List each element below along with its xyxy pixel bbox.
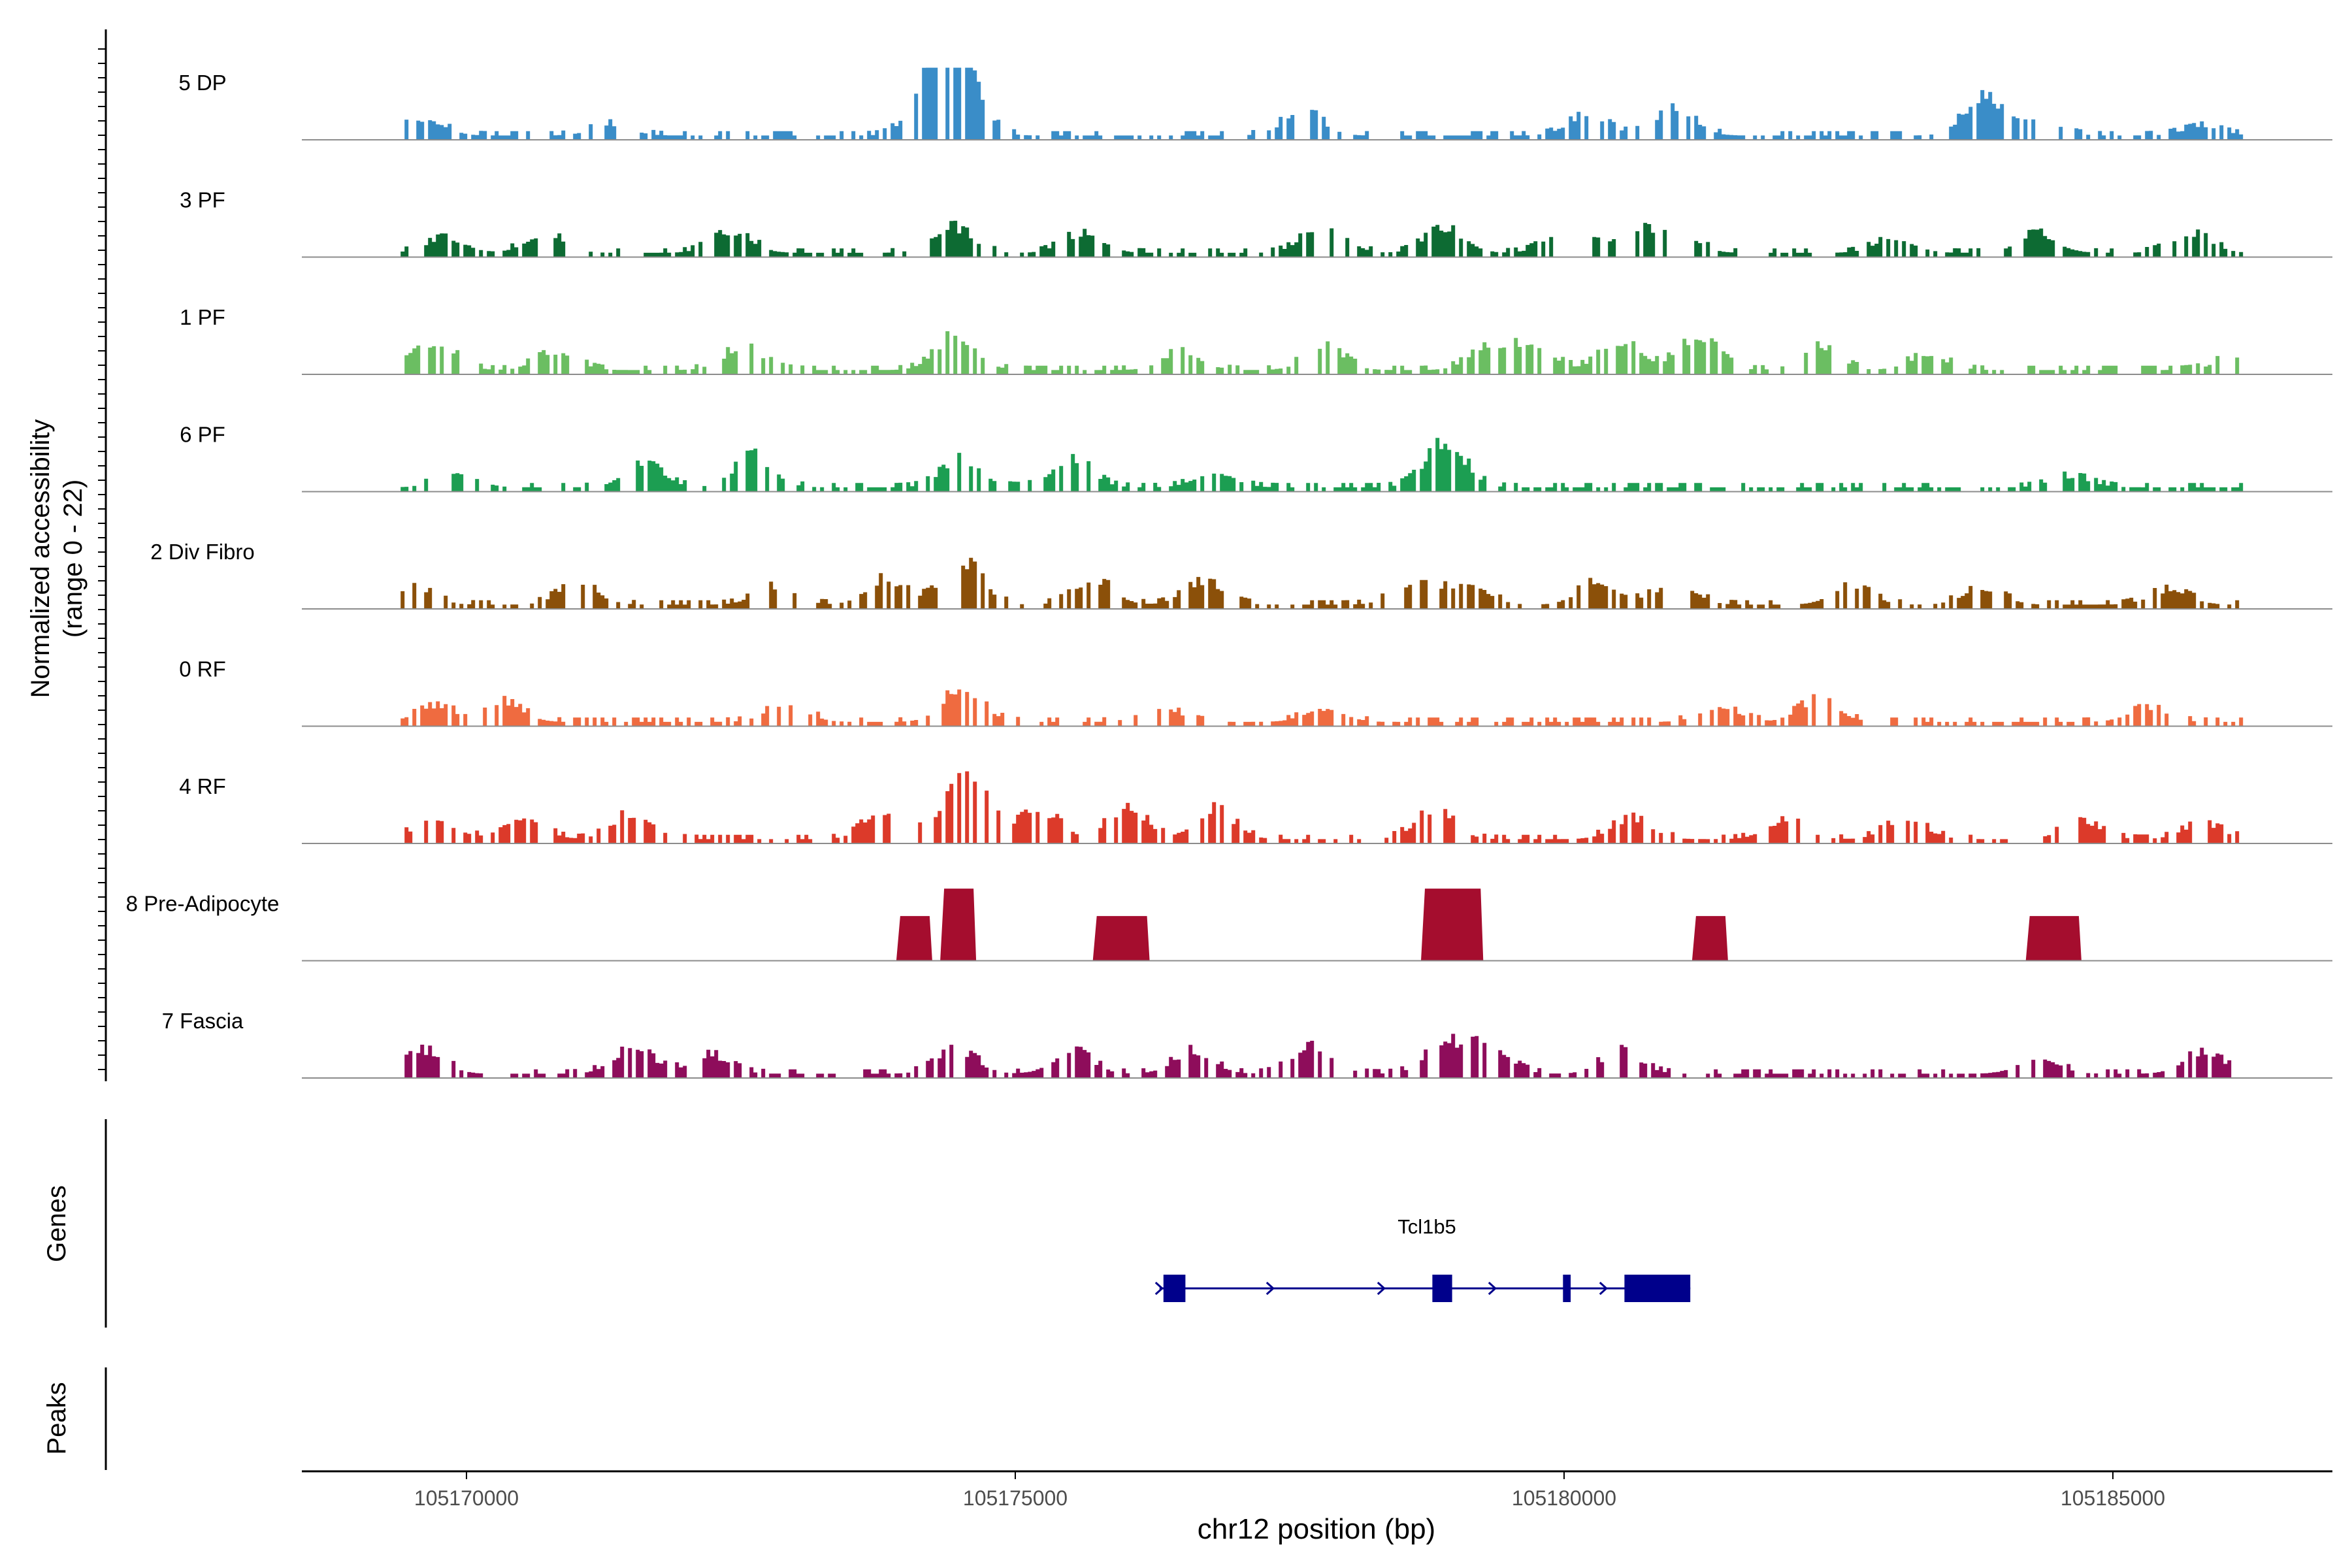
coverage-area — [404, 67, 2244, 140]
genes-panel: Genes Tcl1b5 — [42, 1119, 1691, 1328]
track-label: 1 PF — [180, 305, 225, 329]
x-axis-ticks: 105170000 105175000 105180000 105185000 — [414, 1471, 2165, 1510]
track-label: 0 RF — [179, 657, 226, 681]
x-axis-tick-label: 105185000 — [2061, 1486, 2165, 1510]
coverage-area — [400, 557, 2240, 609]
track-7-fascia: 7 Fascia — [162, 1009, 2332, 1079]
track-6-pf: 6 PF — [180, 423, 2332, 493]
y-axis: Normalized accessibility (range 0 - 22) — [26, 29, 107, 1081]
track-8-pre-adipocyte: 8 Pre-Adipocyte — [126, 889, 2332, 962]
coverage-area — [400, 220, 2244, 257]
coverage-area — [400, 438, 2244, 492]
x-axis-tick-label: 105180000 — [1512, 1486, 1616, 1510]
track-label: 6 PF — [180, 423, 225, 447]
strand-arrow — [1488, 1281, 1497, 1296]
gene-exon — [1163, 1275, 1186, 1302]
x-axis-tick-label: 105170000 — [414, 1486, 519, 1510]
track-label: 3 PF — [180, 188, 225, 212]
accessibility-tracks: 5 DP 3 PF 1 PF 6 PF 2 Div Fibro 0 RF 4 RF 8 Pre… — [126, 67, 2332, 1079]
coverage-area — [404, 771, 2240, 843]
gene-exon — [1624, 1275, 1691, 1302]
track-2-div-fibro: 2 Div Fibro — [150, 540, 2332, 610]
strand-arrow — [1154, 1281, 1164, 1296]
strand-arrow — [1599, 1281, 1609, 1296]
y-axis-ticks — [98, 48, 106, 1070]
peaks-panel-label: Peaks — [42, 1382, 71, 1454]
gene-label: Tcl1b5 — [1397, 1215, 1456, 1238]
track-3-pf: 3 PF — [180, 188, 2332, 258]
x-axis: 105170000 105175000 105180000 105185000 chr… — [302, 1470, 2332, 1545]
gene-tcl1b5: Tcl1b5 — [1154, 1215, 1691, 1302]
track-label: 5 DP — [178, 71, 226, 95]
x-axis-title: chr12 position (bp) — [1198, 1513, 1435, 1545]
y-axis-subtitle: (range 0 - 22) — [59, 480, 88, 638]
strand-arrow — [1266, 1281, 1275, 1296]
gene-exon — [1432, 1275, 1452, 1302]
genes-panel-label: Genes — [42, 1185, 71, 1262]
peaks-panel: Peaks — [42, 1367, 107, 1470]
track-label: 7 Fascia — [162, 1009, 244, 1033]
gene-exon — [1563, 1275, 1571, 1302]
track-4-rf: 4 RF — [179, 771, 2332, 844]
track-5-dp: 5 DP — [178, 67, 2332, 140]
coverage-area — [404, 331, 2240, 374]
strand-arrow — [1377, 1281, 1386, 1296]
coverage-area — [404, 1034, 2232, 1078]
x-axis-tick-label: 105175000 — [963, 1486, 1068, 1510]
track-label: 2 Div Fibro — [150, 540, 255, 564]
gene-models: Tcl1b5 — [1154, 1215, 1691, 1302]
track-label: 4 RF — [179, 774, 226, 798]
coverage-area — [896, 889, 2082, 961]
track-1-pf: 1 PF — [180, 305, 2332, 375]
track-label: 8 Pre-Adipocyte — [126, 892, 280, 916]
track-0-rf: 0 RF — [179, 657, 2332, 727]
y-axis-title: Normalized accessibility — [26, 419, 55, 698]
coverage-area — [400, 689, 2244, 727]
